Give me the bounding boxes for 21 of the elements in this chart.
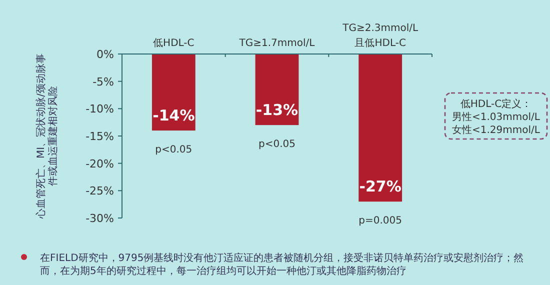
data-label: -14% — [152, 106, 195, 125]
y-tick-label: -20% — [86, 157, 114, 170]
y-tick-label: -25% — [86, 184, 114, 198]
x-tick-label: TG≥2.3mmol/L 且低HDL-C — [342, 23, 418, 49]
text: 女性<1.29mmol/L — [452, 124, 540, 136]
y-tick-label: -10% — [86, 102, 114, 116]
x-tick-label: TG≥1.7mmol/L — [238, 38, 316, 49]
y-tick-label: 0% — [96, 48, 114, 61]
y-axis-title: 心血管死亡、MI、冠状动脉/颈动脉事件或血运重建相对风险 — [35, 54, 59, 220]
text: 低HDL-C定义： — [460, 98, 532, 110]
data-label: -27% — [359, 178, 402, 196]
y-tick-label: -15% — [86, 130, 114, 143]
x-tick-label: 低HDL-C — [153, 38, 194, 49]
text: 男性<1.03mmol/L — [452, 111, 540, 123]
y-tick-label: -5% — [92, 75, 114, 88]
data-label: -13% — [256, 101, 298, 120]
y-tick-label: -30% — [86, 212, 114, 225]
annotation: p=0.005 — [358, 216, 402, 227]
text: 在FIELD研究中，9795例基线时没有他汀适应证的患者被随机分组，接受非诺贝特单药治疗或安慰剂治疗；然而，在为期5年的研究过程中，每一治疗组均可以开始一种他汀或其他降脂药物治疗 — [40, 252, 524, 277]
annotation: p<0.05 — [258, 139, 296, 150]
annotation: p<0.05 — [155, 144, 192, 156]
